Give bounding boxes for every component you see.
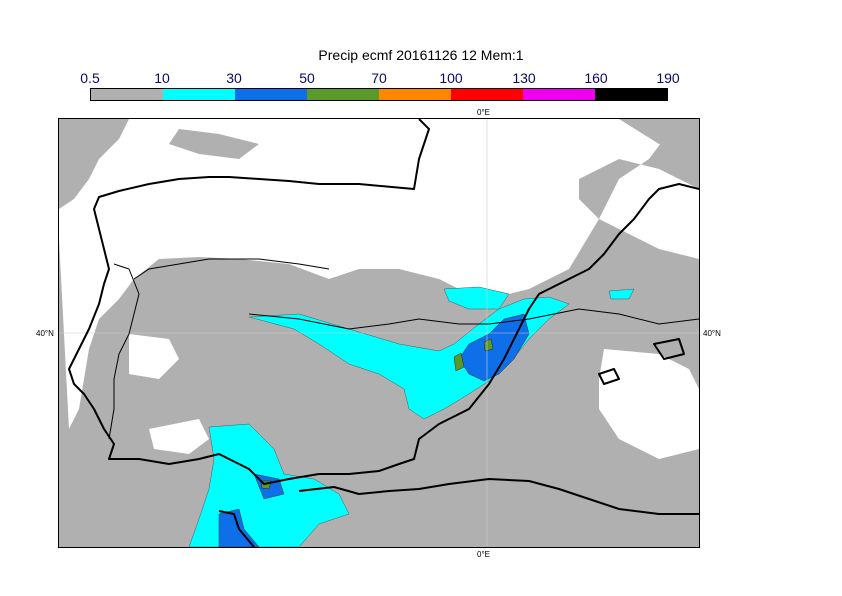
legend-tick: 70: [371, 70, 387, 86]
legend-swatch: [523, 89, 595, 100]
legend-swatch: [379, 89, 451, 100]
legend-tick: 0.5: [80, 70, 100, 86]
lat-label-left: 40°N: [36, 329, 54, 338]
legend-swatch: [91, 89, 163, 100]
legend-tick: 100: [439, 70, 463, 86]
legend-tick: 190: [656, 70, 680, 86]
borders: [108, 258, 699, 440]
legend-swatch: [307, 89, 379, 100]
graticule: [59, 119, 699, 547]
legend-tick: 160: [584, 70, 608, 86]
map-title: Precip ecmf 20161126 12 Mem:1: [318, 47, 524, 63]
color-legend: [90, 88, 668, 101]
legend-swatch: [595, 89, 667, 100]
legend-tick: 10: [154, 70, 170, 86]
legend-tick: 130: [512, 70, 536, 86]
precip-map: [58, 118, 700, 548]
lon-label-bottom: 0°E: [477, 550, 490, 559]
legend-swatch: [451, 89, 523, 100]
lat-label-right: 40°N: [703, 329, 721, 338]
legend-tick: 50: [299, 70, 315, 86]
legend-swatch: [235, 89, 307, 100]
legend-tick: 30: [226, 70, 242, 86]
legend-ticks: 0.5 10 30 50 70 100 130 160 190: [0, 70, 842, 88]
coastline: [68, 119, 699, 547]
precip-gaps: [129, 194, 699, 459]
legend-swatch: [163, 89, 235, 100]
lon-label-top: 0°E: [477, 108, 490, 117]
precip-field-green: [260, 338, 494, 490]
